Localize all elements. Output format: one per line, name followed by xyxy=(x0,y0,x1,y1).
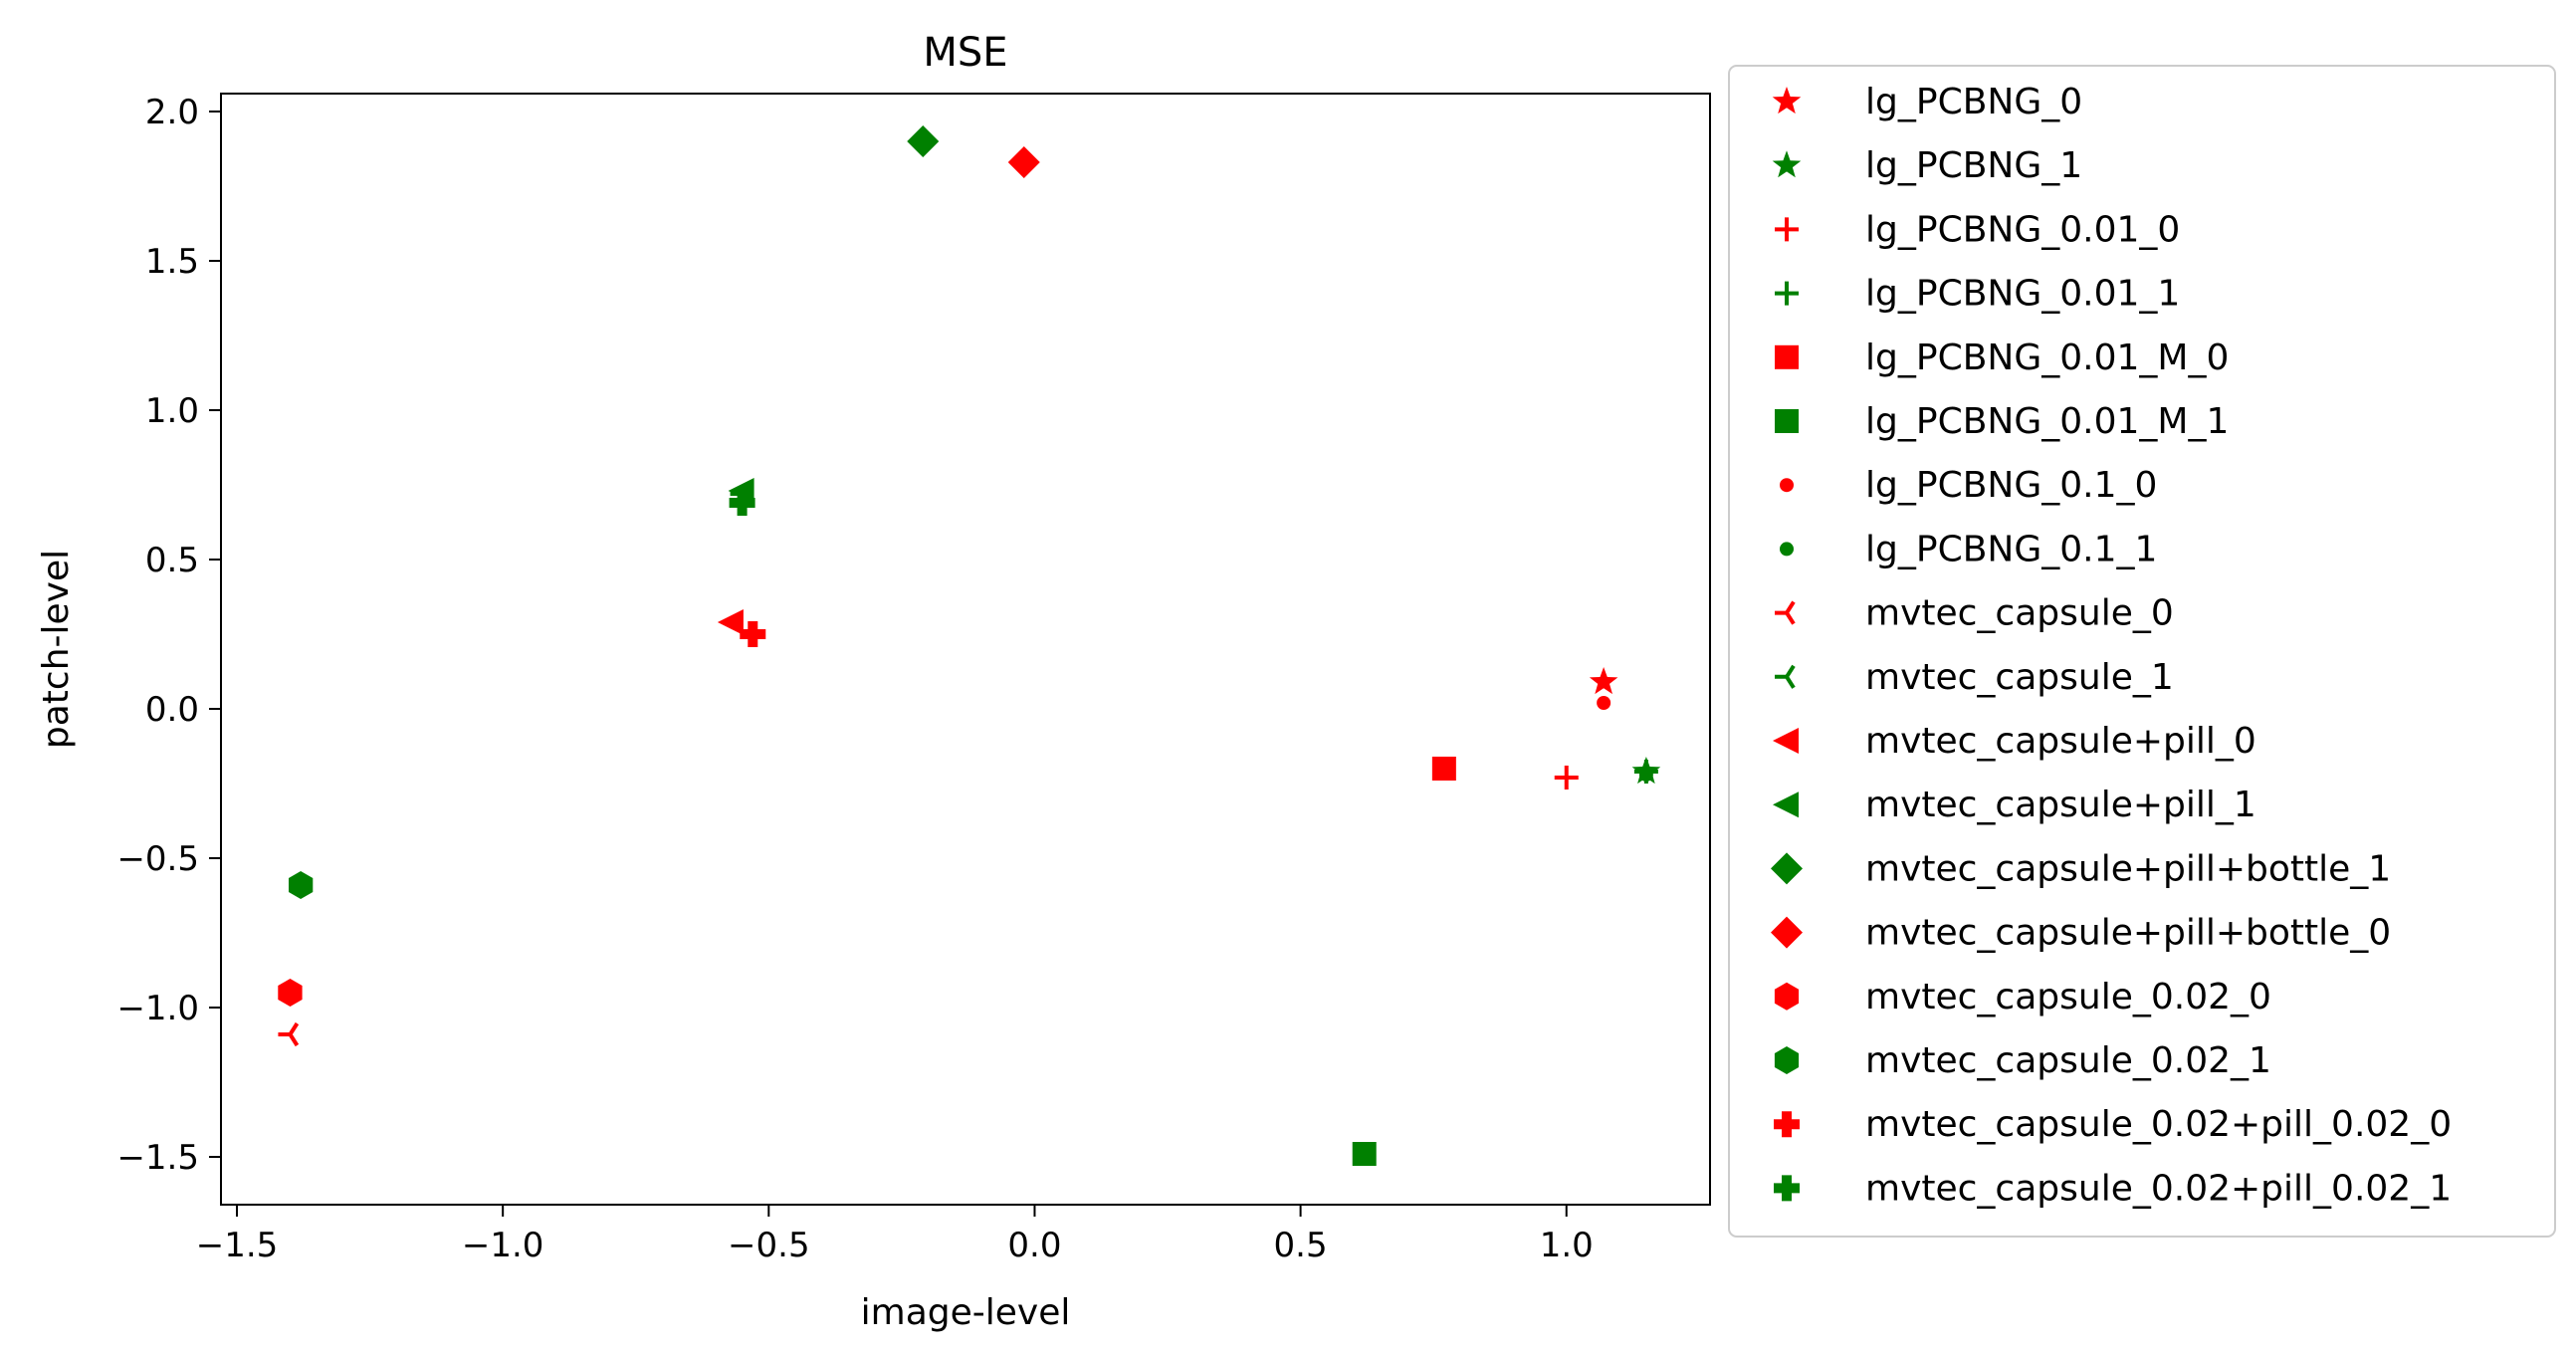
legend-box xyxy=(1728,65,2556,1238)
legend-label: lg_PCBNG_0.01_0 xyxy=(1865,209,2180,250)
legend-marker-star xyxy=(1772,87,1802,114)
legend-marker-plus xyxy=(1775,217,1799,242)
legend-marker-square xyxy=(1775,344,1799,369)
x-tick-label: −1.0 xyxy=(462,1226,544,1265)
data-point-point xyxy=(1638,768,1653,782)
x-tick-label: 0.5 xyxy=(1274,1226,1328,1265)
data-point-plus xyxy=(1554,766,1579,790)
legend-marker-plus xyxy=(1775,281,1799,306)
y-tick-label: −1.0 xyxy=(116,989,199,1028)
data-markers xyxy=(278,125,1661,1166)
data-point-star xyxy=(1589,667,1618,695)
legend-label: mvtec_capsule+pill_0 xyxy=(1865,721,2256,762)
legend-label: mvtec_capsule_0.02_1 xyxy=(1865,1040,2271,1081)
legend: lg_PCBNG_0 lg_PCBNG_1 lg_PCBNG_0.01_0 lg_PC… xyxy=(1771,82,2452,1209)
x-axis-ticks: −1.5 −1.0 −0.5 0.0 0.5 1.0 xyxy=(196,1205,1594,1265)
legend-label: lg_PCBNG_0.01_M_0 xyxy=(1865,338,2229,378)
chart-title: MSE xyxy=(923,30,1007,76)
plot-area xyxy=(220,93,1711,1206)
y-tick-label: 2.0 xyxy=(145,93,199,132)
legend-label: mvtec_capsule_0 xyxy=(1865,593,2174,634)
x-tick-label: −1.5 xyxy=(196,1226,279,1265)
legend-label: lg_PCBNG_0.01_M_1 xyxy=(1865,401,2229,442)
y-tick-label: 1.5 xyxy=(145,242,199,282)
y-tick-label: 0.0 xyxy=(145,690,199,730)
x-tick-label: 0.0 xyxy=(1007,1226,1061,1265)
y-axis-ticks: 2.0 1.5 1.0 0.5 0.0 −0.5 −1.0 −1.5 xyxy=(116,93,221,1178)
legend-label: mvtec_capsule_0.02+pill_0.02_1 xyxy=(1865,1168,2452,1209)
legend-label: mvtec_capsule_0.02_0 xyxy=(1865,977,2271,1017)
legend-marker-triangle_left xyxy=(1773,728,1799,754)
x-tick-label: 1.0 xyxy=(1540,1226,1594,1265)
data-point-hexagon xyxy=(278,979,303,1007)
legend-marker-point xyxy=(1780,478,1794,493)
y-tick-label: −0.5 xyxy=(116,839,199,879)
x-tick-label: −0.5 xyxy=(728,1226,810,1265)
legend-marker-diamond xyxy=(1771,916,1803,949)
legend-label: mvtec_capsule_1 xyxy=(1865,657,2174,698)
legend-label: lg_PCBNG_0.1_1 xyxy=(1865,529,2157,569)
data-point-plus_filled xyxy=(740,621,766,647)
legend-marker-tri_left xyxy=(1775,664,1796,689)
y-tick-label: 0.5 xyxy=(145,541,199,580)
data-point-tri_left xyxy=(278,1021,300,1047)
legend-marker-triangle_left xyxy=(1773,791,1799,818)
y-tick-label: 1.0 xyxy=(145,391,199,431)
data-point-plus_filled xyxy=(729,490,755,516)
legend-label: mvtec_capsule_0.02+pill_0.02_0 xyxy=(1865,1104,2452,1145)
legend-label: lg_PCBNG_0.1_0 xyxy=(1865,465,2157,506)
legend-marker-plus_filled xyxy=(1774,1111,1800,1138)
legend-marker-star xyxy=(1772,150,1802,178)
y-axis-label: patch-level xyxy=(36,550,77,749)
legend-marker-hexagon xyxy=(1774,982,1800,1011)
legend-label: mvtec_capsule+pill+bottle_0 xyxy=(1865,913,2391,954)
legend-marker-hexagon xyxy=(1774,1046,1800,1074)
data-point-point xyxy=(1597,696,1611,710)
legend-marker-plus_filled xyxy=(1774,1175,1800,1202)
legend-label: lg_PCBNG_1 xyxy=(1865,145,2082,186)
legend-label: mvtec_capsule+pill+bottle_1 xyxy=(1865,848,2391,889)
legend-label: lg_PCBNG_0 xyxy=(1865,82,2082,122)
data-point-square xyxy=(1352,1142,1377,1166)
y-tick-label: −1.5 xyxy=(116,1138,199,1178)
x-axis-label: image-level xyxy=(861,1292,1071,1333)
legend-marker-diamond xyxy=(1771,852,1803,885)
legend-label: mvtec_capsule+pill_1 xyxy=(1865,785,2256,825)
legend-label: lg_PCBNG_0.01_1 xyxy=(1865,274,2180,315)
data-point-triangle_left xyxy=(717,609,744,635)
data-point-square xyxy=(1431,757,1456,781)
data-point-diamond xyxy=(907,125,940,157)
legend-marker-point xyxy=(1780,542,1794,557)
data-point-diamond xyxy=(1007,146,1040,178)
legend-marker-square xyxy=(1775,409,1799,433)
legend-marker-tri_left xyxy=(1775,600,1796,625)
data-point-hexagon xyxy=(289,871,314,899)
